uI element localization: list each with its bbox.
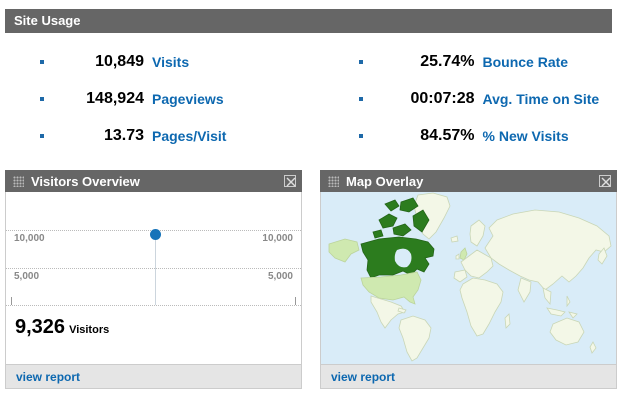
metric-label-link[interactable]: % New Visits: [482, 127, 569, 144]
metric-value: 25.74%: [420, 52, 475, 70]
region-india: [517, 277, 532, 303]
region-mexico-central-america: [370, 295, 406, 329]
metric-value: 84.57%: [420, 126, 475, 144]
bullet-icon: [358, 59, 363, 64]
map-overlay-header: Map Overlay: [320, 170, 617, 192]
metric-value: 13.73: [103, 126, 144, 144]
chart-data-point[interactable]: [150, 229, 161, 240]
site-usage-header: Site Usage: [5, 9, 612, 33]
x-axis-tick: [295, 297, 296, 305]
metrics-column-left: 10,849 Visits 148,924 Pageviews 13.73 Pa…: [5, 43, 309, 154]
bullet-icon: [40, 59, 44, 64]
map-overlay-footer: view report: [320, 364, 617, 389]
island-madagascar: [504, 313, 511, 329]
view-report-link[interactable]: view report: [16, 370, 81, 384]
bullet-icon: [358, 96, 363, 101]
gridline-5000: [6, 268, 301, 269]
x-axis-baseline: [6, 305, 301, 306]
country-australia: [549, 317, 585, 346]
country-alaska: [328, 238, 360, 263]
bullet-icon: [358, 133, 363, 138]
widgets-row: Visitors Overview 10,000 10,000 5,000 5,…: [5, 170, 617, 389]
metric-pageviews: 148,924 Pageviews: [5, 80, 309, 117]
visitors-overview-footer: view report: [5, 364, 302, 389]
region-southeast-asia: [542, 287, 552, 306]
canada-island: [392, 223, 412, 237]
metric-label-link[interactable]: Avg. Time on Site: [482, 90, 600, 107]
region-caribbean: [397, 307, 407, 314]
visitors-chart: 10,000 10,000 5,000 5,000 9,326 Visitors: [5, 192, 302, 364]
canada-island: [412, 209, 430, 233]
metric-value: 00:07:28: [410, 89, 475, 107]
country-uk: [459, 247, 468, 261]
hudson-bay: [394, 248, 412, 268]
region-iberia: [453, 269, 468, 283]
visitors-overview-widget: Visitors Overview 10,000 10,000 5,000 5,…: [5, 170, 302, 389]
data-point-drop-line: [155, 234, 156, 305]
metric-label-link[interactable]: Visits: [152, 53, 190, 70]
metric-value: 148,924: [86, 89, 144, 107]
region-europe: [460, 249, 494, 279]
country-usa: [360, 271, 422, 305]
metric-label-link[interactable]: Pages/Visit: [152, 127, 227, 144]
view-report-link[interactable]: view report: [331, 370, 396, 384]
visitors-total-label: Visitors: [69, 324, 110, 336]
island-philippines: [566, 295, 571, 308]
map-overlay-widget: Map Overlay: [320, 170, 617, 389]
metric-label-link[interactable]: Bounce Rate: [482, 53, 569, 70]
visitors-total-value: 9,326: [15, 316, 66, 338]
region-south-america: [398, 315, 432, 362]
bullet-icon: [40, 96, 44, 101]
country-iceland: [450, 235, 459, 243]
close-icon[interactable]: [284, 175, 296, 187]
drag-handle-icon[interactable]: [13, 175, 24, 187]
country-japan: [597, 247, 608, 265]
metric-visits: 10,849 Visits: [5, 43, 309, 80]
region-asia: [484, 209, 612, 291]
metric-avg-time: 00:07:28 Avg. Time on Site: [309, 80, 613, 117]
bullet-icon: [40, 133, 44, 138]
widget-title: Visitors Overview: [31, 173, 140, 189]
visitors-total: 9,326 Visitors: [15, 316, 109, 339]
y-axis-label-right: 10,000: [262, 233, 293, 244]
canada-island: [378, 213, 398, 229]
region-scandinavia: [469, 219, 486, 247]
metrics-column-right: 25.74% Bounce Rate 00:07:28 Avg. Time on…: [309, 43, 613, 154]
metric-value: 10,849: [95, 52, 144, 70]
country-ireland: [455, 253, 460, 260]
visitors-overview-header: Visitors Overview: [5, 170, 302, 192]
drag-handle-icon[interactable]: [328, 175, 339, 187]
canada-island: [384, 199, 400, 212]
y-axis-label-left: 10,000: [14, 233, 45, 244]
region-africa: [459, 277, 504, 337]
metric-new-visits: 84.57% % New Visits: [309, 117, 613, 154]
close-icon[interactable]: [599, 175, 611, 187]
x-axis-tick: [11, 297, 12, 305]
region-indonesia: [546, 307, 566, 317]
site-usage-metrics: 10,849 Visits 148,924 Pageviews 13.73 Pa…: [5, 33, 612, 154]
world-map[interactable]: [320, 192, 617, 364]
metric-pages-per-visit: 13.73 Pages/Visit: [5, 117, 309, 154]
widget-title: Map Overlay: [346, 173, 424, 189]
metric-bounce-rate: 25.74% Bounce Rate: [309, 43, 613, 80]
site-usage-title: Site Usage: [14, 13, 81, 28]
canada-island: [399, 197, 419, 213]
country-new-zealand: [589, 341, 597, 354]
region-indonesia: [568, 311, 578, 319]
site-usage-section: Site Usage 10,849 Visits 148,924 Pagevie…: [5, 9, 612, 154]
metric-label-link[interactable]: Pageviews: [152, 90, 224, 107]
y-axis-label-right: 5,000: [267, 271, 293, 282]
y-axis-label-left: 5,000: [14, 271, 40, 282]
canada-island: [372, 229, 384, 239]
